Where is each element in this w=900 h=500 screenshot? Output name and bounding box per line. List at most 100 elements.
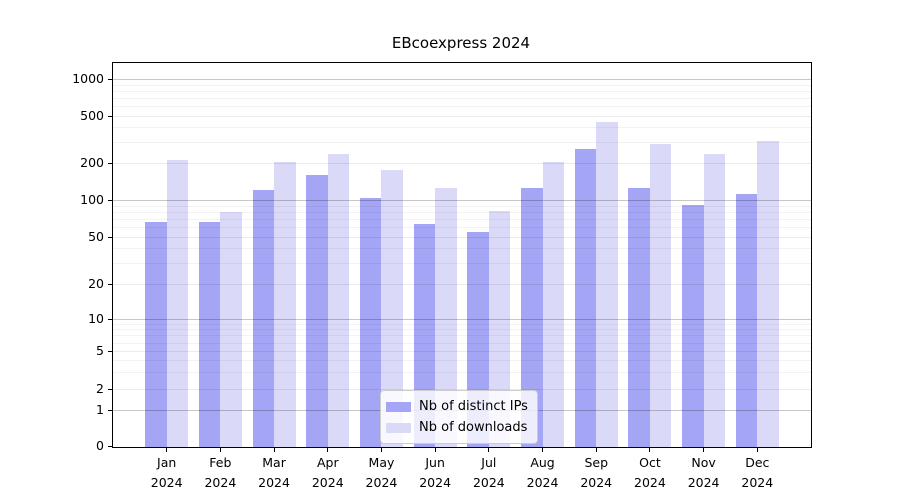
minor-gridline: [113, 219, 811, 221]
x-axis-tick-mark: [542, 448, 544, 452]
minor-gridline: [113, 342, 811, 344]
x-axis-tick-mark: [595, 448, 597, 452]
minor-gridline: [113, 263, 811, 265]
x-axis-tick-label: Apr 2024: [311, 455, 344, 490]
y-axis-tick-label: 50: [88, 229, 104, 244]
y-axis-tick-label: 0: [96, 438, 104, 453]
x-axis-tick-label: Jul 2024: [472, 455, 505, 490]
y-axis-tick-mark: [108, 351, 112, 352]
legend-item-downloads: Nb of downloads: [386, 417, 528, 438]
bar-downloads-aug: [542, 161, 565, 447]
minor-gridline: [113, 142, 811, 144]
minor-gridline: [113, 329, 811, 331]
minor-gridline: [113, 335, 811, 337]
y-axis-tick-mark: [108, 446, 112, 447]
x-axis-tick-mark: [434, 448, 436, 452]
x-axis-tick-label: Jan 2024: [150, 455, 183, 490]
minor-gridline: [113, 127, 811, 129]
y-axis-tick-mark: [108, 200, 112, 201]
bar-downloads-jan: [166, 160, 189, 447]
x-axis-tick-mark: [756, 448, 758, 452]
x-axis-tick-mark: [327, 448, 329, 452]
bar-downloads-apr: [327, 154, 350, 447]
bar-distinct-ips-apr: [306, 174, 328, 447]
y-axis-tick-label: 20: [88, 276, 104, 291]
x-axis-tick-mark: [649, 448, 651, 452]
bar-downloads-feb: [220, 211, 242, 447]
bar-distinct-ips-dec: [735, 194, 758, 447]
minor-gridline: [113, 248, 811, 250]
y-axis-tick-label: 1000: [72, 71, 104, 86]
minor-gridline: [113, 360, 811, 362]
y-axis-tick-mark: [108, 410, 112, 411]
x-axis-tick-label: Feb 2024: [204, 455, 237, 490]
x-axis-tick-mark: [703, 448, 705, 452]
x-axis-tick-mark: [488, 448, 490, 452]
bar-distinct-ips-may: [359, 198, 382, 447]
y-axis-tick-mark: [108, 319, 112, 320]
bar-distinct-ips-mar: [252, 189, 275, 447]
y-axis-tick-mark: [108, 79, 112, 80]
gridline: [113, 163, 811, 164]
x-axis-tick-label: Oct 2024: [634, 455, 666, 490]
bar-downloads-mar: [274, 162, 296, 447]
legend-item-distinct-ips: Nb of distinct IPs: [386, 396, 528, 417]
x-axis-tick-mark: [166, 448, 168, 452]
y-axis-tick-label: 2: [96, 381, 104, 396]
x-axis-tick-label: Dec 2024: [741, 455, 774, 490]
minor-gridline: [113, 211, 811, 213]
legend-swatch-downloads: [386, 422, 411, 433]
minor-gridline: [113, 372, 811, 374]
minor-gridline: [113, 323, 811, 325]
bar-distinct-ips-oct: [628, 188, 650, 447]
minor-gridline: [113, 90, 811, 92]
minor-gridline: [113, 106, 811, 108]
minor-gridline: [113, 205, 811, 207]
bar-distinct-ips-sep: [574, 149, 597, 447]
legend-label-downloads: Nb of downloads: [419, 420, 528, 435]
y-axis-tick-label: 100: [80, 192, 104, 207]
major-gridline: [113, 79, 811, 80]
bar-downloads-may: [381, 170, 403, 447]
x-axis-tick-mark: [219, 448, 221, 452]
x-axis-tick-label: Jun 2024: [419, 455, 452, 490]
y-axis-tick-mark: [108, 389, 112, 390]
x-axis-tick-mark: [380, 448, 382, 452]
x-axis-tick-label: Mar 2024: [258, 455, 290, 490]
bar-distinct-ips-aug: [521, 187, 543, 447]
gridline: [113, 389, 811, 390]
gridline: [113, 351, 811, 352]
y-axis-tick-mark: [108, 116, 112, 117]
legend: Nb of distinct IPs Nb of downloads: [380, 390, 538, 444]
y-axis-tick-label: 200: [80, 155, 104, 170]
major-gridline: [113, 319, 811, 320]
x-axis-tick-label: Nov 2024: [687, 455, 720, 490]
y-axis-tick-mark: [108, 284, 112, 285]
gridline: [113, 284, 811, 285]
x-axis-tick-label: May 2024: [365, 455, 398, 490]
x-axis-tick-label: Sep 2024: [580, 455, 613, 490]
bar-downloads-jul: [488, 210, 511, 447]
gridline: [113, 116, 811, 117]
minor-gridline: [113, 227, 811, 229]
bar-downloads-sep: [596, 122, 618, 447]
x-axis-tick-mark: [273, 448, 275, 452]
y-axis-tick-mark: [108, 237, 112, 238]
gridline: [113, 237, 811, 238]
bar-downloads-oct: [649, 143, 672, 447]
bar-distinct-ips-feb: [198, 221, 221, 447]
chart-title: EBcoexpress 2024: [391, 34, 531, 52]
bar-downloads-dec: [757, 140, 779, 447]
legend-swatch-ips: [386, 401, 411, 412]
bar-downloads-jun: [435, 188, 457, 447]
y-axis-tick-label: 5: [96, 343, 104, 358]
bar-distinct-ips-jan: [145, 221, 167, 447]
legend-label-ips: Nb of distinct IPs: [419, 399, 528, 414]
y-axis-tick-label: 1: [96, 402, 104, 417]
major-gridline: [113, 200, 811, 201]
bar-distinct-ips-nov: [682, 205, 704, 447]
bar-downloads-nov: [703, 153, 726, 447]
y-axis-tick-label: 500: [80, 108, 104, 123]
x-axis-tick-label: Aug 2024: [526, 455, 559, 490]
minor-gridline: [113, 84, 811, 86]
